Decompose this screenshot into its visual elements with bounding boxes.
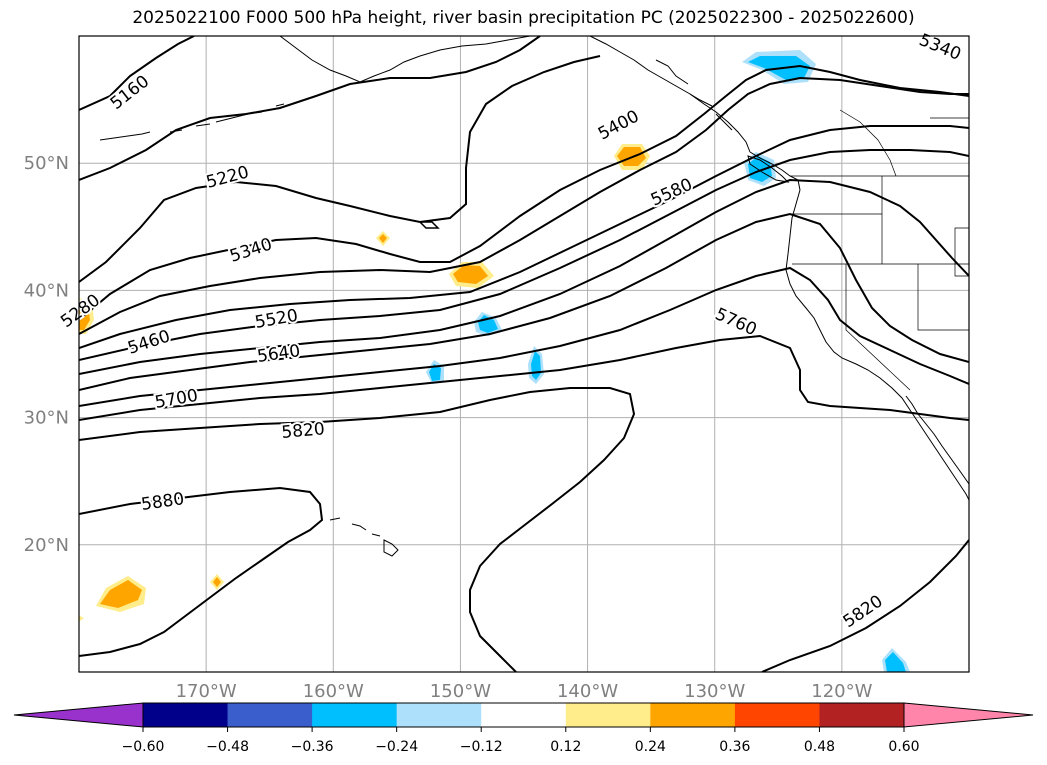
contour-label: 5400 (595, 106, 643, 144)
contour-5640 (79, 212, 969, 391)
contour-5880-small (418, 221, 440, 229)
contour-5820-south (761, 539, 969, 672)
contour-5760 (79, 334, 969, 421)
colorbar-segment (312, 703, 398, 727)
colorbar (13, 702, 1034, 732)
contour-label: 5880 (140, 489, 186, 515)
state-borders (792, 176, 969, 391)
lat-tick-label: 20°N (24, 535, 69, 556)
colorbar-tick-label: 0.48 (804, 739, 835, 755)
contour-5460 (79, 125, 969, 349)
lat-tick-label: 30°N (24, 408, 69, 429)
colorbar-segment (650, 703, 736, 727)
precip-blob (79, 615, 84, 622)
contour-5220 (79, 36, 541, 181)
precip-blob (885, 652, 906, 672)
contour-label: 5760 (712, 304, 760, 340)
political-borders (790, 109, 969, 391)
contour-5280 (79, 55, 601, 283)
lon-tick-label: 170°W (176, 681, 237, 702)
colorbar-segment (143, 703, 229, 727)
contour-label: 5340 (227, 234, 274, 266)
gridlines (79, 36, 969, 672)
contour-label: 5220 (204, 162, 251, 193)
aleutian-islands (99, 103, 285, 141)
precip-blob (429, 364, 441, 381)
contour-5340 (79, 64, 969, 321)
map-frame (78, 35, 970, 673)
contour-label: 5520 (253, 306, 299, 333)
contour-5880 (79, 486, 324, 657)
colorbar-tick-labels: −0.60 −0.48 −0.36 −0.24 −0.12 0.12 0.24 0.36 0.4… (122, 739, 920, 755)
colorbar-tick-label: −0.60 (122, 739, 165, 755)
precip-blob (453, 265, 488, 284)
contour-5400 (79, 76, 969, 335)
colorbar-tick-label: −0.12 (460, 739, 503, 755)
contour-5160 (79, 36, 195, 111)
contour-label: 5160 (107, 72, 153, 114)
colorbar-tick-label: 0.60 (888, 739, 919, 755)
colorbar-tick-label: −0.48 (206, 739, 249, 755)
precip-blob (379, 234, 387, 243)
colorbar-extend-max (903, 702, 1034, 728)
vancouver-island (747, 155, 790, 183)
contour-5700 (79, 266, 969, 407)
longitude-labels: 170°W 160°W 150°W 140°W 130°W 120°W (176, 681, 873, 702)
colorbar-tick-label: 0.24 (635, 739, 666, 755)
colorbar-tick-label: −0.36 (291, 739, 334, 755)
colorbar-outline (142, 702, 905, 728)
map-title: 2025022100 F000 500 hPa height, river ba… (132, 8, 915, 28)
canada-interior-borders (839, 109, 969, 177)
contour-5580 (79, 178, 969, 375)
alaska-coast (279, 36, 531, 83)
precip-anomalies (79, 50, 910, 672)
colorbar-segment (819, 703, 905, 727)
contour-label: 5820 (840, 591, 887, 632)
latitude-labels: 50°N 40°N 30°N 20°N (24, 153, 69, 556)
contour-label: 5340 (916, 30, 964, 65)
colorbar-segment (565, 703, 651, 727)
precip-blob (213, 577, 221, 587)
lon-tick-label: 130°W (684, 681, 745, 702)
colorbar-tick-label: −0.24 (375, 739, 418, 755)
colorbar-tick-label: 0.36 (719, 739, 750, 755)
colorbar-segment (396, 703, 482, 727)
colorbar-segment (227, 703, 313, 727)
contour-label: 5640 (256, 341, 302, 367)
lat-tick-label: 50°N (24, 153, 69, 174)
colorbar-segment (481, 703, 567, 727)
baja-peninsula (905, 395, 969, 485)
contour-5520 (79, 149, 969, 361)
precip-blob (748, 156, 772, 182)
colorbar-segment (734, 703, 820, 727)
coastlines (99, 36, 969, 557)
lon-tick-label: 140°W (557, 681, 618, 702)
contour-labels: 5160 5220 5280 5340 5340 5400 5460 5520 … (55, 28, 966, 634)
contour-label: 5700 (153, 386, 199, 413)
lon-tick-label: 150°W (430, 681, 491, 702)
contour-label: 5820 (281, 419, 326, 443)
precip-blob (100, 580, 142, 608)
contour-5820-north (79, 387, 636, 672)
lon-tick-label: 120°W (811, 681, 872, 702)
us-west-coast (785, 189, 969, 501)
se-alaska-coast (589, 36, 751, 153)
lat-tick-label: 40°N (24, 280, 69, 301)
hawaii-islands (329, 517, 399, 557)
colorbar-extend-min (13, 702, 144, 728)
height-contours (79, 36, 969, 672)
colorbar-tick-label: 0.12 (550, 739, 581, 755)
se-alaska-islands (655, 59, 733, 131)
lon-tick-label: 160°W (303, 681, 364, 702)
